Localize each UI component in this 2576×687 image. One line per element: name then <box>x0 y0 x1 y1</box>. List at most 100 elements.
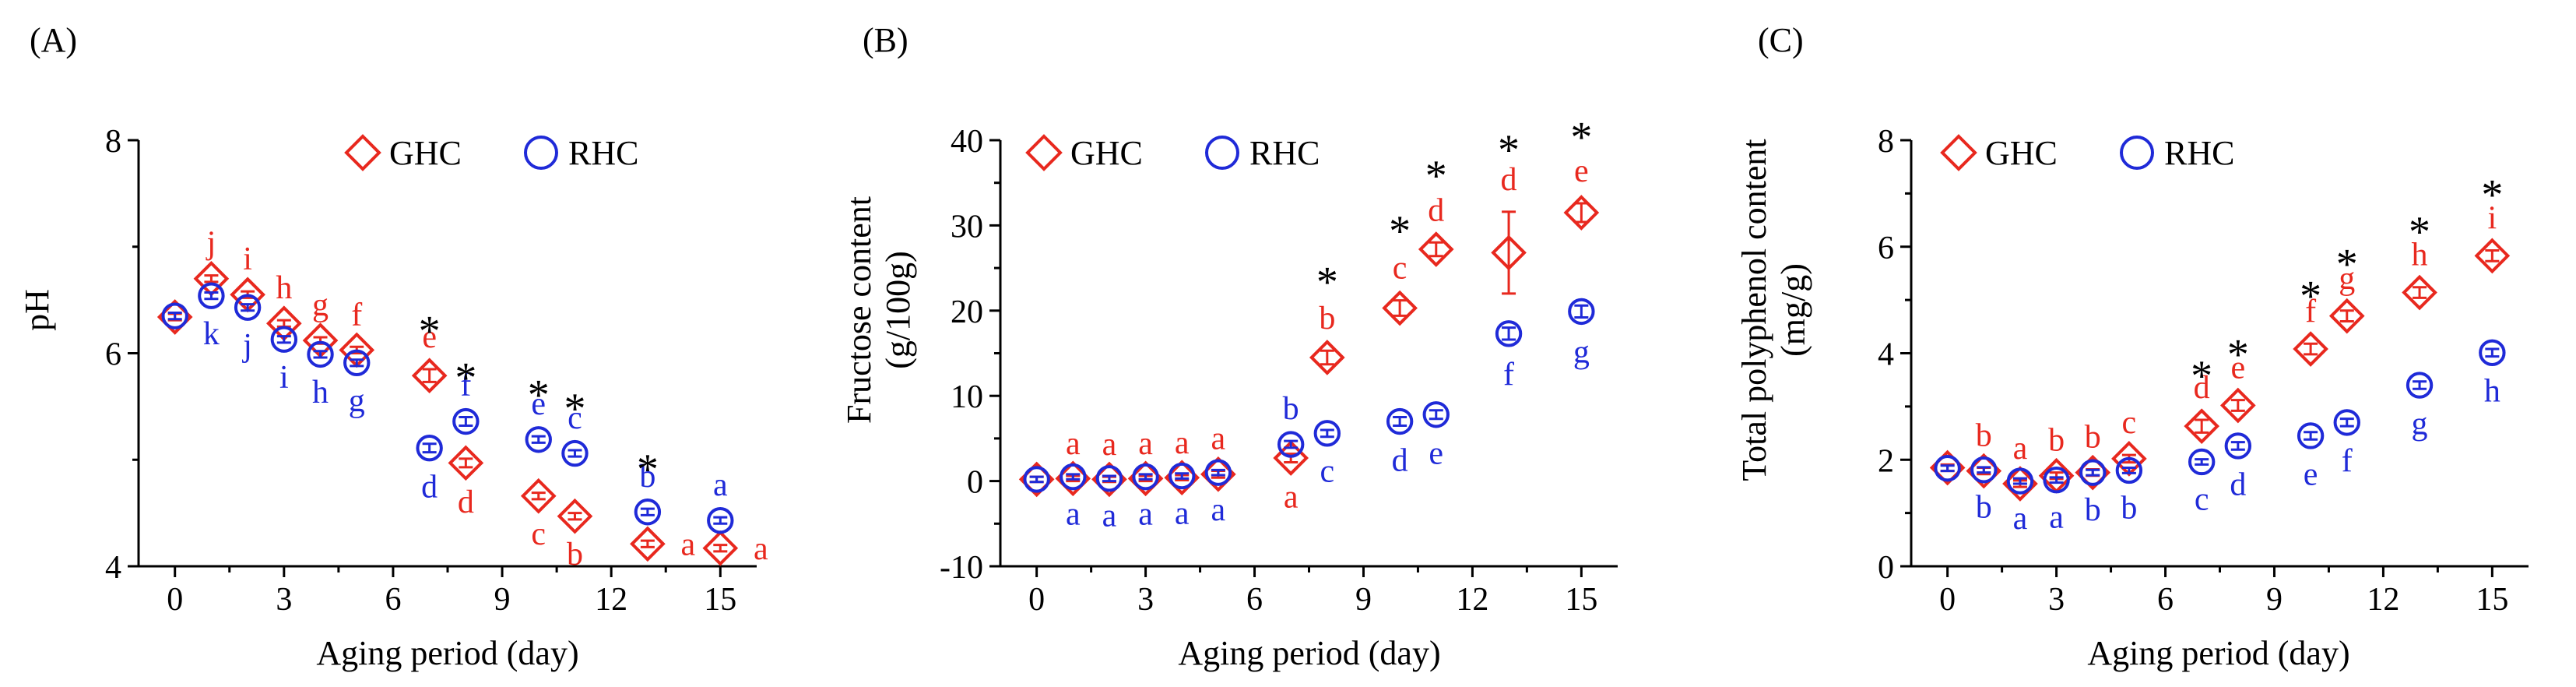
group-letter: j <box>241 328 252 364</box>
significance-asterisk: * <box>1498 126 1520 174</box>
data-point-rhc <box>270 326 298 353</box>
x-tick-label: 3 <box>2048 582 2065 618</box>
panel-label: (B) <box>863 21 908 59</box>
group-letter: f <box>1503 357 1514 393</box>
data-point-rhc <box>2297 422 2325 449</box>
data-point-ghc <box>520 477 557 514</box>
y-tick-label: 2 <box>1878 443 1894 479</box>
data-point-rhc <box>2006 467 2034 495</box>
group-letter: a <box>1211 421 1226 456</box>
y-axis-label: pH <box>18 289 56 331</box>
group-letter: c <box>1393 251 1407 287</box>
group-letter: h <box>2412 238 2428 273</box>
x-tick-label: 12 <box>1456 582 1488 618</box>
data-point-rhc <box>1204 459 1232 486</box>
data-point-ghc <box>1491 234 1527 271</box>
significance-markers: * * * * * <box>419 307 659 494</box>
x-tick-label: 9 <box>494 582 511 618</box>
data-point-rhc <box>2406 372 2434 399</box>
series-rhc: a a a a abc d efg <box>1023 298 1595 534</box>
group-letter: h <box>312 375 329 410</box>
significance-markers: * * * * * <box>1316 114 1593 307</box>
data-point-ghc <box>1309 340 1345 375</box>
group-letter: h <box>276 270 292 306</box>
y-tick-label: 4 <box>105 550 121 586</box>
data-point-rhc <box>1568 298 1595 326</box>
group-letter: a <box>2049 500 2064 536</box>
group-letter: b <box>2085 492 2101 528</box>
data-point-ghc <box>1563 195 1600 231</box>
y-tick-label: 10 <box>951 379 983 415</box>
y-tick-label: 8 <box>1878 124 1894 160</box>
data-point-ghc <box>2184 408 2220 445</box>
x-tick-label: 3 <box>1137 582 1154 618</box>
x-tick-label: 9 <box>1355 582 1372 618</box>
group-letter: d <box>2194 370 2210 406</box>
axes: 0 3 6 9 12 15 -10 0 10 20 30 40 <box>940 124 1618 618</box>
data-point-rhc <box>343 349 371 377</box>
panel-label: (A) <box>30 21 77 59</box>
data-point-ghc <box>1382 290 1418 326</box>
group-letter: a <box>1175 495 1190 531</box>
y-axis-label-line1: Total polyphenol content <box>1735 139 1773 481</box>
x-tick-label: 6 <box>1246 582 1263 618</box>
data-point-rhc <box>198 282 225 309</box>
legend-label-rhc: RHC <box>568 134 638 172</box>
x-axis-label: Aging period (day) <box>316 634 578 672</box>
x-tick-label: 0 <box>1939 582 1956 618</box>
y-tick-label: 20 <box>951 294 983 330</box>
group-letter: e <box>2304 456 2318 492</box>
panel-c: (C) Total polyphenol content (mg/g) Agin… <box>1735 21 2529 672</box>
panel-a: (A) pH Aging period (day) GHC RHC 0 3 6 9 12… <box>18 21 768 672</box>
data-point-rhc <box>1313 420 1341 447</box>
y-tick-label: 6 <box>1878 231 1894 266</box>
group-letter: e <box>531 386 546 422</box>
significance-asterisk: * <box>2227 331 2249 379</box>
data-point-rhc <box>1970 456 1998 484</box>
x-tick-label: 12 <box>595 582 627 618</box>
data-point-rhc <box>1023 466 1050 493</box>
group-letter: a <box>1066 496 1081 532</box>
group-letter: b <box>1283 391 1299 427</box>
legend: GHC RHC <box>344 134 638 172</box>
group-letter: g <box>2412 406 2428 442</box>
group-letter: f <box>351 297 362 333</box>
x-tick-label: 15 <box>1565 582 1597 618</box>
group-letter: e <box>2230 351 2245 386</box>
group-letter: a <box>1175 425 1190 461</box>
data-point-rhc <box>1060 463 1087 491</box>
x-tick-label: 9 <box>2266 582 2283 618</box>
y-tick-label: 30 <box>951 209 983 245</box>
legend-label-rhc: RHC <box>1249 134 1320 172</box>
group-letter: a <box>1211 492 1226 528</box>
group-letter: a <box>2013 431 2028 467</box>
data-point-rhc <box>2115 456 2143 484</box>
group-letter: a <box>681 527 696 562</box>
group-letter: a <box>1102 427 1117 463</box>
data-point-ghc <box>2474 238 2511 274</box>
significance-asterisk: * <box>1570 114 1592 162</box>
group-letter: f <box>2305 294 2316 329</box>
data-point-ghc <box>2219 387 2256 424</box>
data-point-rhc <box>1277 431 1305 458</box>
data-point-ghc <box>2293 331 2328 367</box>
significance-asterisk: * <box>564 385 585 433</box>
data-point-rhc <box>234 294 262 321</box>
y-tick-label: 0 <box>967 465 983 501</box>
significance-asterisk: * <box>2191 352 2212 400</box>
y-axis-label-line2: (mg/g) <box>1774 263 1812 357</box>
y-axis-label-line1: Fructose content <box>840 196 878 424</box>
data-point-rhc <box>1169 462 1196 490</box>
group-letter: b <box>639 459 655 495</box>
data-point-rhc <box>2224 432 2252 460</box>
significance-asterisk: * <box>528 371 550 419</box>
group-letter: e <box>1429 436 1443 472</box>
group-letter: a <box>1066 426 1081 462</box>
group-letter: a <box>754 531 768 567</box>
significance-asterisk: * <box>637 446 659 494</box>
group-letter: d <box>1501 162 1517 198</box>
legend-label-rhc: RHC <box>2164 134 2234 172</box>
data-point-rhc <box>1132 463 1159 491</box>
